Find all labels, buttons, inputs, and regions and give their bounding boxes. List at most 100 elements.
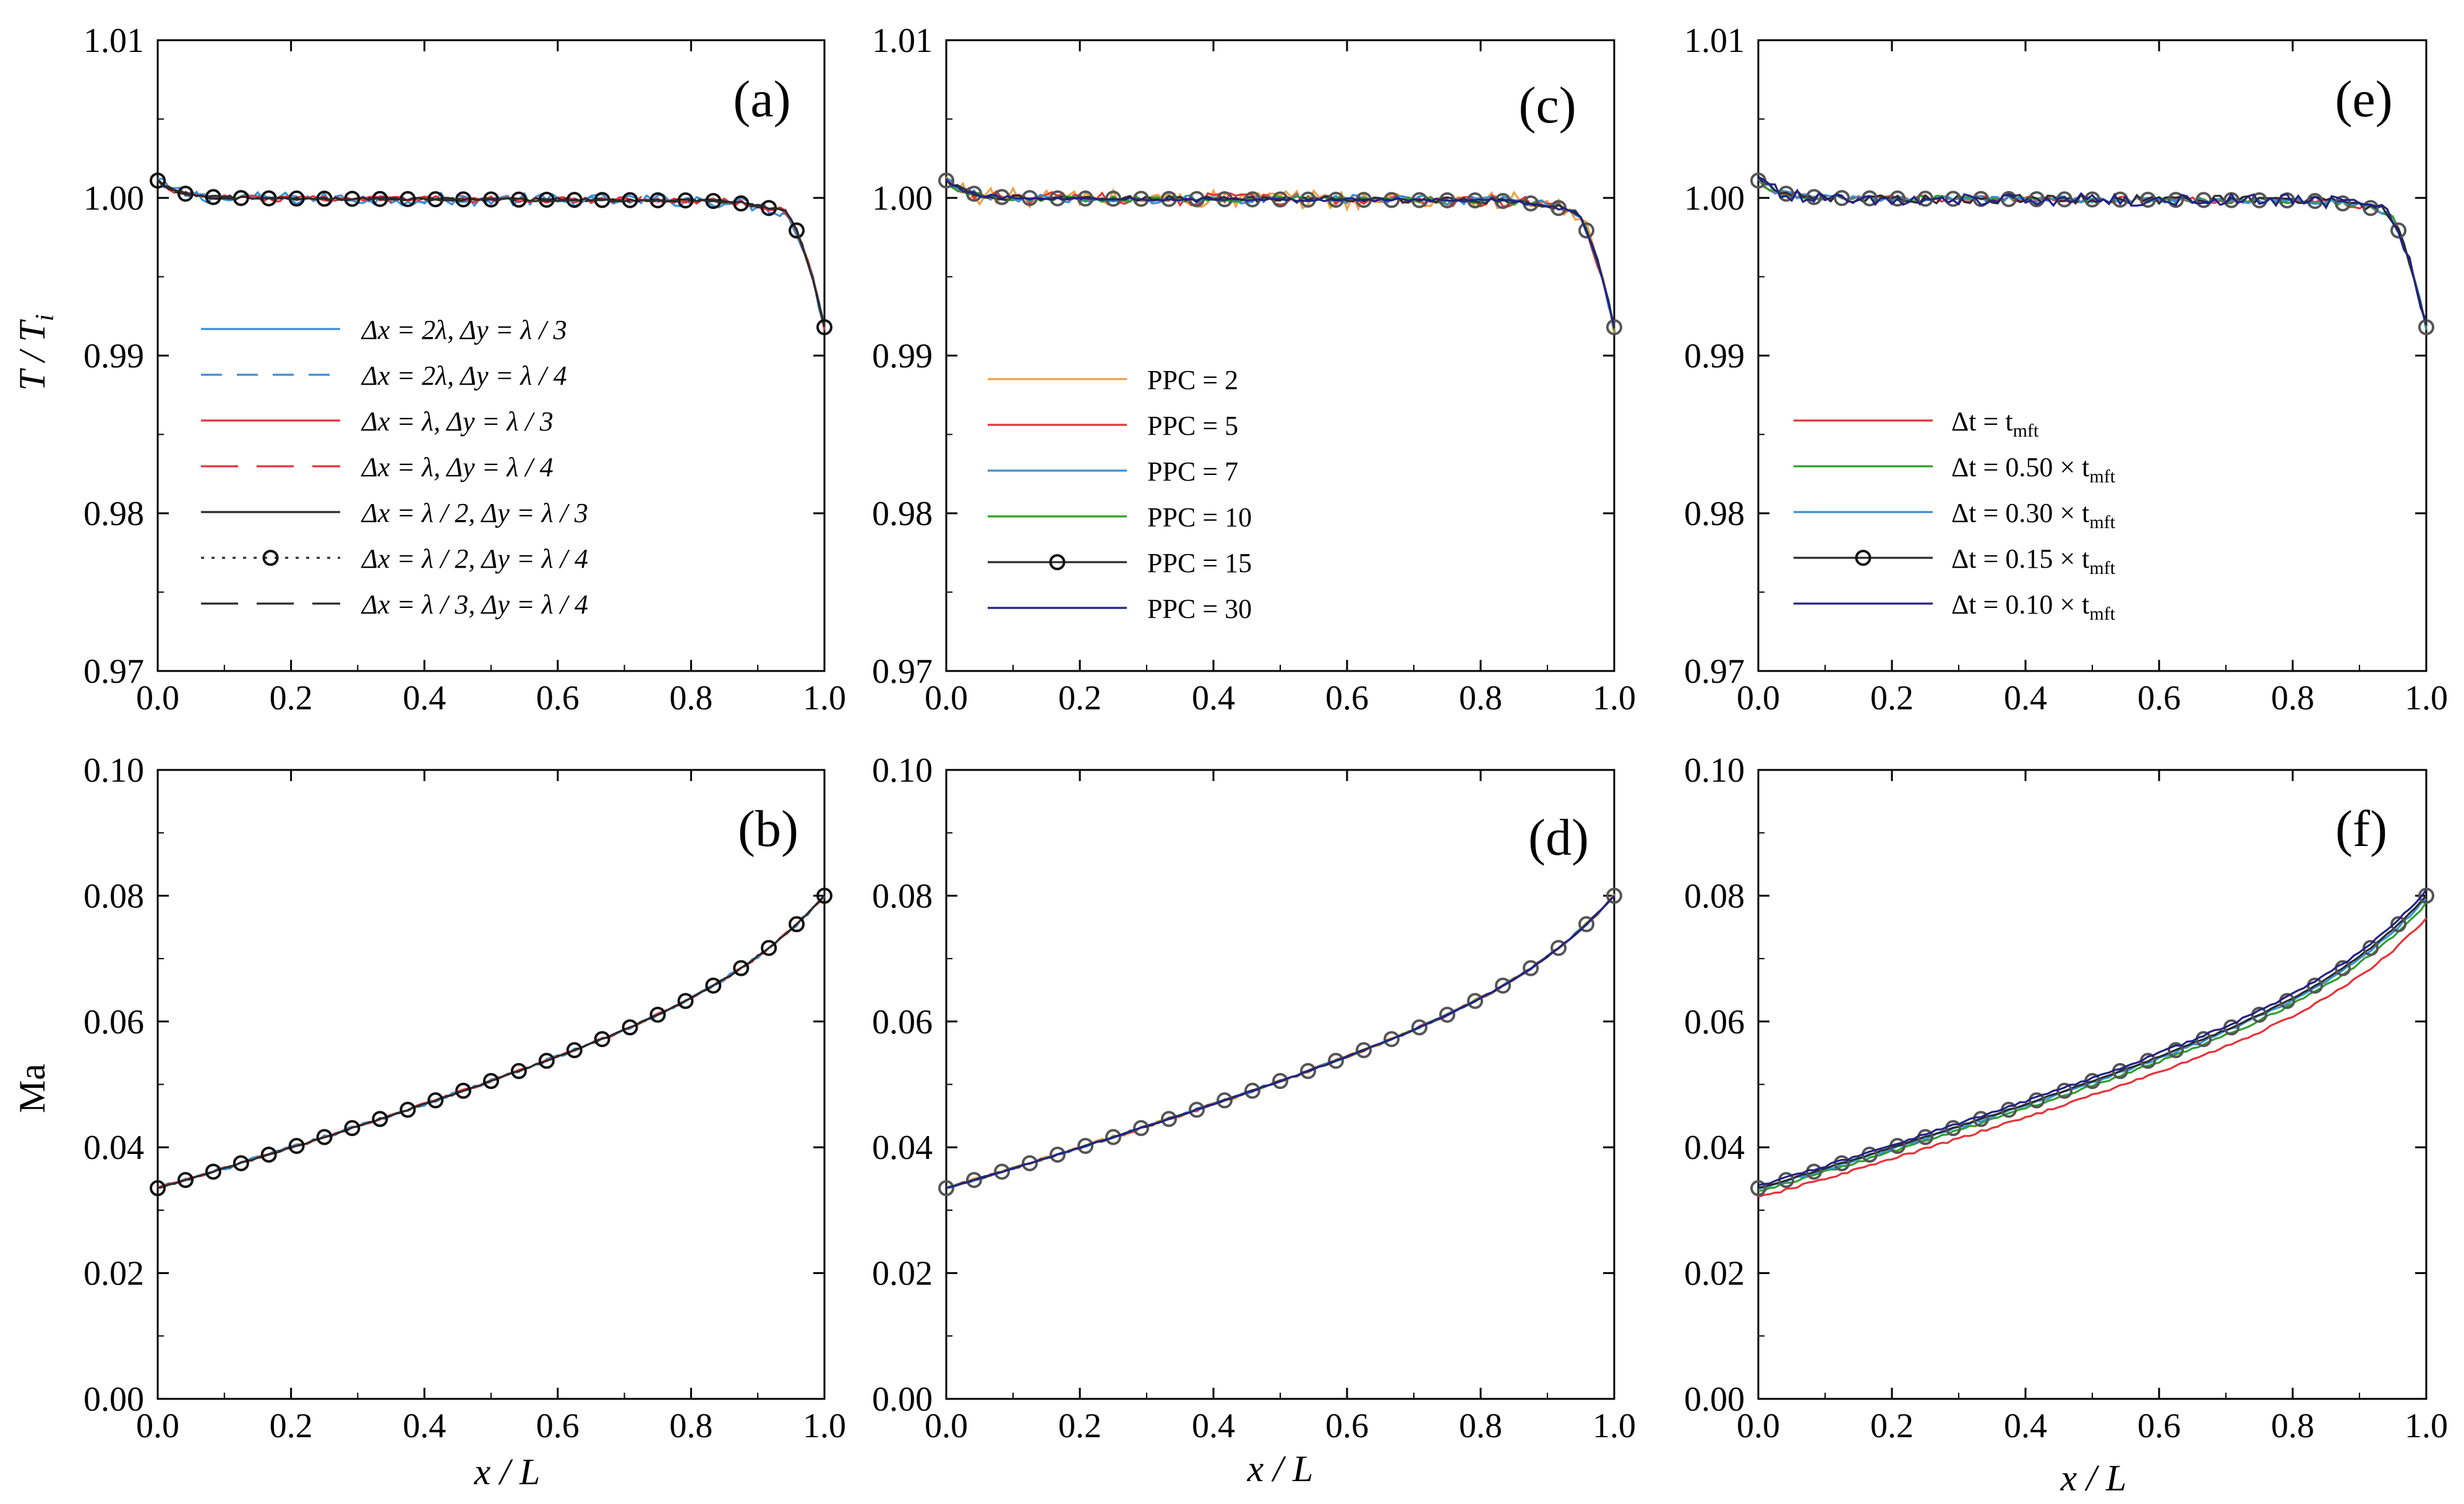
series-marker <box>789 222 805 239</box>
y-label-bottom: Ma <box>12 1064 53 1113</box>
series-marker <box>1523 960 1539 976</box>
series-marker <box>1161 190 1177 207</box>
series-marker <box>2418 887 2434 904</box>
x-tick-label: 0.8 <box>669 1407 712 1445</box>
legend-label-sub: mft <box>2089 604 2115 624</box>
y-tick-label: 0.97 <box>872 652 933 691</box>
panel-f-label: (f) <box>2335 800 2387 858</box>
series-marker <box>938 1180 954 1197</box>
panel-f-plot: 0.0 0.2 0.4 0.6 0.8 1.0 0.00 0.02 0.04 0.06 0.08 0.… <box>1684 751 2448 1445</box>
y-tick-label: 0.10 <box>1684 751 1745 790</box>
series-marker <box>816 319 832 336</box>
x-tick-label: 0.6 <box>2137 1407 2181 1445</box>
series-marker <box>150 172 166 189</box>
x-tick-label: 1.0 <box>2405 679 2448 717</box>
panel-d-label: (d) <box>1528 809 1589 866</box>
series-marker <box>1834 190 1850 207</box>
legend-label: Δx = λ / 2, Δy = λ / 3 <box>361 498 588 528</box>
y-tick-label: 0.02 <box>872 1255 933 1293</box>
legend-label: Δx = 2λ, Δy = λ / 3 <box>361 315 567 345</box>
y-tick-label: 0.06 <box>83 1003 144 1041</box>
legend-label-sub: mft <box>2089 512 2115 532</box>
panel-c-label: (c) <box>1518 77 1576 134</box>
series-marker <box>1467 993 1483 1009</box>
legend-label-sub: mft <box>2089 558 2115 578</box>
x-tick-label: 1.0 <box>803 679 846 717</box>
panel-a: 0.0 0.2 0.4 0.6 0.8 1.0 0.97 0.98 0.99 1.00 1.01 Δx… <box>83 22 846 717</box>
y-tick-label: 0.00 <box>1684 1380 1745 1419</box>
x-tick-label: 0.2 <box>1058 679 1102 717</box>
series-marker <box>2140 191 2156 208</box>
series-marker <box>177 186 194 202</box>
series-marker <box>2251 192 2267 208</box>
series-marker <box>1328 1053 1344 1069</box>
series-marker <box>2196 192 2212 208</box>
x-tick-label: 0.4 <box>1192 679 1235 717</box>
series-marker <box>2363 200 2379 216</box>
x-tick-label: 0.6 <box>1325 1407 1369 1445</box>
x-tick-label: 0.4 <box>2004 1407 2047 1445</box>
series-marker <box>260 1147 277 1163</box>
series-marker <box>1889 190 1906 207</box>
y-tick-label: 1.01 <box>872 22 933 60</box>
series-marker <box>2001 190 2017 207</box>
series-marker <box>1105 1129 1121 1145</box>
panel-b-plot: 0.0 0.2 0.4 0.6 0.8 1.0 0.00 0.02 0.04 0.06 0.08 0.… <box>83 751 846 1445</box>
series-marker <box>816 887 832 904</box>
panel-e-label: (e) <box>2335 70 2392 128</box>
series-marker <box>1022 1155 1038 1171</box>
series-marker <box>1973 1111 1989 1127</box>
legend-label: Δx = λ, Δy = λ / 3 <box>361 406 554 437</box>
series-marker <box>1551 939 1567 956</box>
y-tick-label: 0.08 <box>83 877 144 915</box>
y-tick-label: 0.06 <box>872 1003 933 1041</box>
panel-d: 0.0 0.2 0.4 0.6 0.8 1.0 0.00 0.02 0.04 0.06 0.08 0.… <box>872 751 1636 1445</box>
y-tick-label: 0.98 <box>872 495 933 533</box>
series-marker <box>1606 887 1622 904</box>
x-tick-label: 0.2 <box>1870 1407 1914 1445</box>
y-tick-label: 0.04 <box>1684 1129 1745 1167</box>
legend-label: Δt = 0.10 × tmft <box>1951 589 2116 624</box>
y-tick-label: 0.06 <box>1684 1003 1745 1041</box>
x-tick-label: 0.0 <box>136 1407 179 1445</box>
series-marker <box>705 977 722 994</box>
panel-a-label: (a) <box>733 70 790 128</box>
series-marker <box>994 1163 1010 1180</box>
series-marker <box>288 1137 305 1154</box>
y-tick-label: 0.04 <box>83 1129 144 1167</box>
legend-label: Δt = 0.50 × tmft <box>1951 452 2116 487</box>
x-label-b: x / L <box>474 1451 541 1492</box>
x-tick-label: 0.4 <box>403 679 446 717</box>
panel-c: 0.0 0.2 0.4 0.6 0.8 1.0 0.97 0.98 0.99 1.00 1.01 PP… <box>872 22 1636 717</box>
y-tick-label: 1.01 <box>83 22 144 60</box>
series-line-f-3 <box>1758 895 2428 1189</box>
legend-label: Δt = tmft <box>1951 406 2039 441</box>
x-label-f: x / L <box>2060 1458 2127 1498</box>
series-line-a-6 <box>156 179 826 328</box>
series-marker <box>1050 1147 1066 1163</box>
series-marker <box>966 186 982 202</box>
legend-marker <box>1855 550 1872 566</box>
legend-label-sub: mft <box>2089 466 2115 487</box>
series-marker <box>1356 1042 1372 1059</box>
series-line-e-4 <box>1758 176 2428 322</box>
x-tick-label: 0.2 <box>1058 1407 1102 1445</box>
panel-b: 0.0 0.2 0.4 0.6 0.8 1.0 0.00 0.02 0.04 0.06 0.08 0.… <box>83 751 846 1445</box>
panel-c-plot: 0.0 0.2 0.4 0.6 0.8 1.0 0.97 0.98 0.99 1.00 1.01 PP… <box>872 22 1636 717</box>
series-line-f-4 <box>1758 889 2428 1187</box>
y-tick-label: 0.00 <box>83 1380 144 1419</box>
series-marker <box>205 1163 221 1180</box>
panel-f: 0.0 0.2 0.4 0.6 0.8 1.0 0.00 0.02 0.04 0.06 0.08 0.… <box>1684 751 2448 1445</box>
series-marker <box>150 1180 166 1197</box>
series-marker <box>1244 1082 1260 1099</box>
series-marker <box>1133 1120 1149 1137</box>
y-tick-label: 1.00 <box>1684 179 1745 218</box>
series-marker <box>2168 1042 2184 1059</box>
y-tick-label: 1.01 <box>1684 22 1745 60</box>
series-line-c-5 <box>945 179 1615 327</box>
y-tick-label: 0.10 <box>872 751 933 790</box>
series-marker <box>1495 977 1511 994</box>
series-marker <box>2335 195 2351 212</box>
